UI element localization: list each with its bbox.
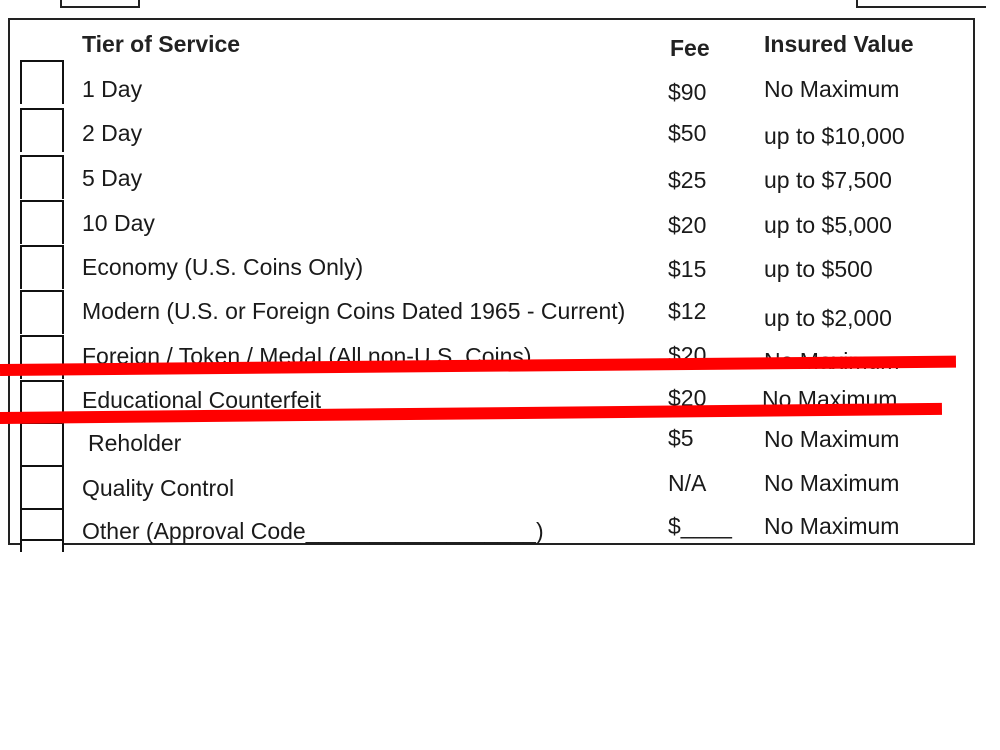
insured-value: up to $2,000 [764,305,892,331]
table-row: 10 Day $20 up to $5,000 [10,200,970,244]
checkbox-reholder[interactable] [20,422,64,466]
service-label: Quality Control [82,475,235,501]
header-insured-value: Insured Value [764,31,914,57]
form-fragment-right [856,0,986,8]
table-row: Quality Control N/A No Maximum [10,465,970,509]
table-row: Other (Approval Code__________________) … [10,508,970,552]
insured-value: up to $5,000 [764,212,892,238]
service-label: 5 Day [82,165,143,191]
fee-value: $____ [668,513,732,539]
insured-value: up to $7,500 [764,167,892,193]
service-label: Other (Approval Code__________________) [82,518,544,544]
fee-value: $5 [668,425,694,451]
insured-value: up to $500 [764,256,873,282]
insured-value: No Maximum [764,76,900,102]
table-row: 1 Day $90 No Maximum [10,60,970,105]
fee-value: N/A [668,470,707,496]
fee-value: $50 [668,120,707,146]
service-label: Reholder [88,430,182,456]
table-row: 2 Day $50 up to $10,000 [10,108,970,152]
service-tier-table: Tier of Service Fee Insured Value 1 Day … [8,18,975,552]
checkbox-column-bottom-line [20,539,64,541]
fee-value: $20 [668,212,707,238]
service-label: 1 Day [82,76,143,102]
table-row: Modern (U.S. or Foreign Coins Dated 1965… [10,290,970,334]
checkbox-1-day[interactable] [20,60,64,104]
header-fee: Fee [670,35,710,61]
service-label: Economy (U.S. Coins Only) [82,254,364,280]
fee-value: $90 [668,79,707,105]
service-label: 2 Day [82,120,143,146]
checkbox-modern[interactable] [20,290,64,334]
table-row: Reholder $5 No Maximum [10,422,970,466]
checkbox-economy[interactable] [20,245,64,289]
table-row: Economy (U.S. Coins Only) $15 up to $500 [10,245,970,289]
service-label: 10 Day [82,210,155,236]
insured-value: No Maximum [764,513,900,539]
table-row: 5 Day $25 up to $7,500 [10,155,970,199]
insured-value: up to $10,000 [764,123,905,149]
fee-value: $15 [668,256,707,282]
checkbox-other[interactable] [20,508,64,552]
service-label: Modern (U.S. or Foreign Coins Dated 1965… [82,298,626,324]
fee-value: $25 [668,167,707,193]
checkbox-2-day[interactable] [20,108,64,152]
insured-value: No Maximum [764,426,900,452]
insured-value: No Maximum [764,470,900,496]
fee-value: $12 [668,298,707,324]
checkbox-5-day[interactable] [20,155,64,199]
form-fragment-left [60,0,140,8]
checkbox-quality-control[interactable] [20,465,64,509]
checkbox-10-day[interactable] [20,200,64,244]
header-tier-of-service: Tier of Service [82,31,241,57]
